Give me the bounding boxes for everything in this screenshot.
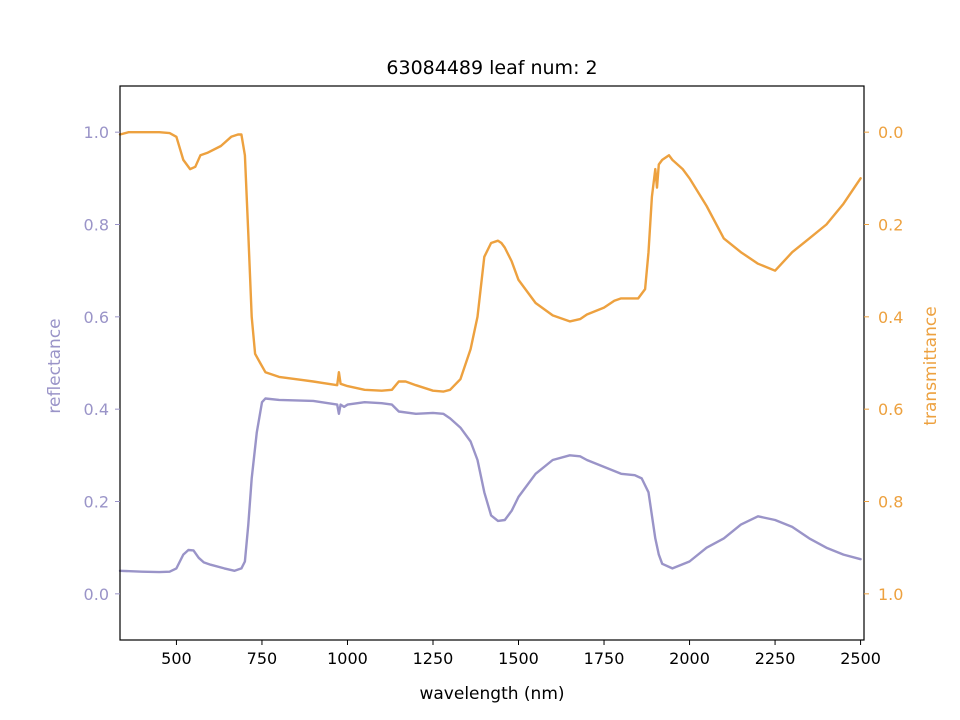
plot-area xyxy=(118,131,862,574)
x-tick-label: 1500 xyxy=(498,649,539,668)
x-tick-label: 500 xyxy=(161,649,192,668)
x-tick-label: 750 xyxy=(247,649,278,668)
y-axis-label-right: transmittance xyxy=(921,306,941,425)
x-axis-label: wavelength (nm) xyxy=(419,684,564,704)
axes: 500 750 1000 1250 1500 1750 2000 2250 2500 0.0 0.2… xyxy=(84,85,903,668)
x-tick-label: 1250 xyxy=(413,649,454,668)
y-tick-label-left: 0.4 xyxy=(84,400,109,419)
y-tick-label-left: 0.2 xyxy=(84,493,109,512)
transmittance-line xyxy=(118,131,862,393)
y-tick-label-right: 0.6 xyxy=(878,400,903,419)
y-tick-label-left: 0.8 xyxy=(84,216,109,235)
x-tick-label: 2500 xyxy=(840,649,881,668)
reflectance-line xyxy=(118,397,862,574)
y-tick-label-right: 0.8 xyxy=(878,493,903,512)
x-tick-label: 1000 xyxy=(327,649,368,668)
y-tick-label-right: 0.0 xyxy=(878,123,903,142)
x-tick-label: 1750 xyxy=(584,649,625,668)
y-tick-label-right: 0.2 xyxy=(878,216,903,235)
axes-frame xyxy=(119,85,865,641)
x-tick-label: 2250 xyxy=(755,649,796,668)
y-tick-label-right: 1.0 xyxy=(878,585,903,604)
x-tick-label: 2000 xyxy=(669,649,710,668)
y-tick-label-left: 1.0 xyxy=(84,123,109,142)
chart-title: 63084489 leaf num: 2 xyxy=(386,57,597,79)
y-axis-label-left: reflectance xyxy=(45,318,65,413)
y-tick-label-left: 0.0 xyxy=(84,585,109,604)
y-tick-label-left: 0.6 xyxy=(84,308,109,327)
y-tick-label-right: 0.4 xyxy=(878,308,903,327)
